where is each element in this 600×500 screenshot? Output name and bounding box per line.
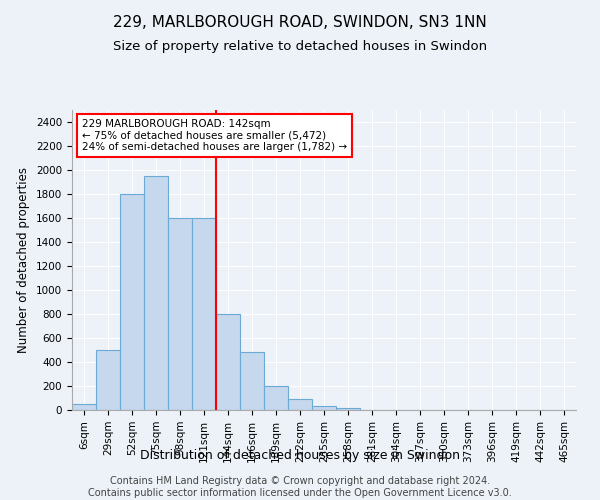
Bar xyxy=(120,194,144,410)
Bar xyxy=(288,399,312,410)
Bar xyxy=(216,314,240,410)
Bar xyxy=(336,408,360,410)
Bar xyxy=(168,218,192,410)
Y-axis label: Number of detached properties: Number of detached properties xyxy=(17,167,31,353)
Bar xyxy=(144,176,168,410)
Text: Contains HM Land Registry data © Crown copyright and database right 2024.
Contai: Contains HM Land Registry data © Crown c… xyxy=(88,476,512,498)
Bar xyxy=(312,406,336,410)
Text: Size of property relative to detached houses in Swindon: Size of property relative to detached ho… xyxy=(113,40,487,53)
Bar xyxy=(72,404,96,410)
Text: 229, MARLBOROUGH ROAD, SWINDON, SN3 1NN: 229, MARLBOROUGH ROAD, SWINDON, SN3 1NN xyxy=(113,15,487,30)
Bar xyxy=(264,386,288,410)
Bar xyxy=(192,218,216,410)
Bar xyxy=(96,350,120,410)
Bar xyxy=(240,352,264,410)
Text: Distribution of detached houses by size in Swindon: Distribution of detached houses by size … xyxy=(140,448,460,462)
Text: 229 MARLBOROUGH ROAD: 142sqm
← 75% of detached houses are smaller (5,472)
24% of: 229 MARLBOROUGH ROAD: 142sqm ← 75% of de… xyxy=(82,119,347,152)
